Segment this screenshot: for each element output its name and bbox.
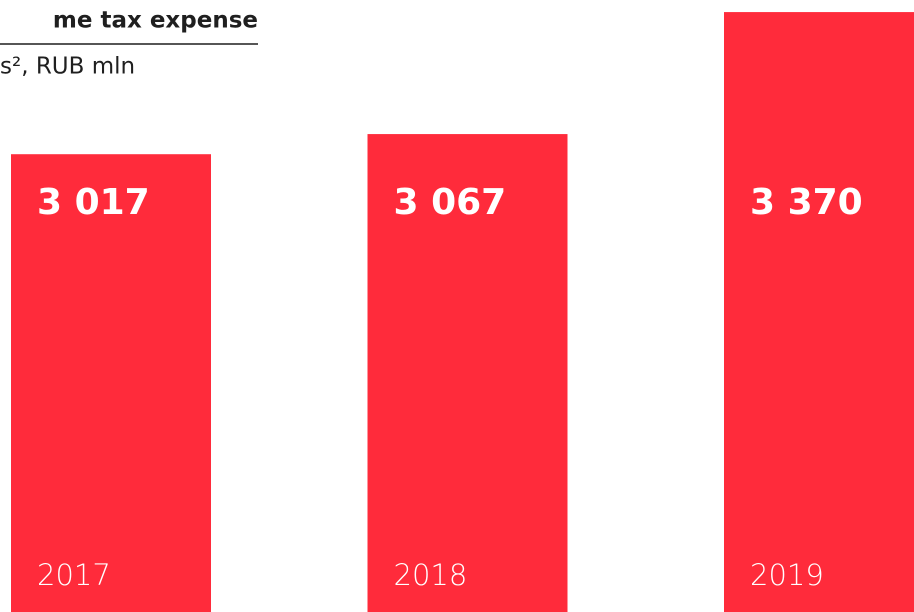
x-tick-label: 2018 [394, 558, 468, 592]
chart-title: me tax expense [53, 8, 258, 34]
bar [367, 134, 568, 612]
bar [724, 12, 914, 612]
chart-subtitle: s², RUB mln [0, 54, 135, 80]
value-label: 3 017 [37, 182, 150, 223]
bar [11, 154, 211, 612]
value-label: 3 067 [394, 182, 507, 223]
value-label: 3 370 [750, 182, 863, 223]
x-tick-label: 2017 [37, 558, 111, 592]
x-tick-label: 2019 [750, 558, 824, 592]
